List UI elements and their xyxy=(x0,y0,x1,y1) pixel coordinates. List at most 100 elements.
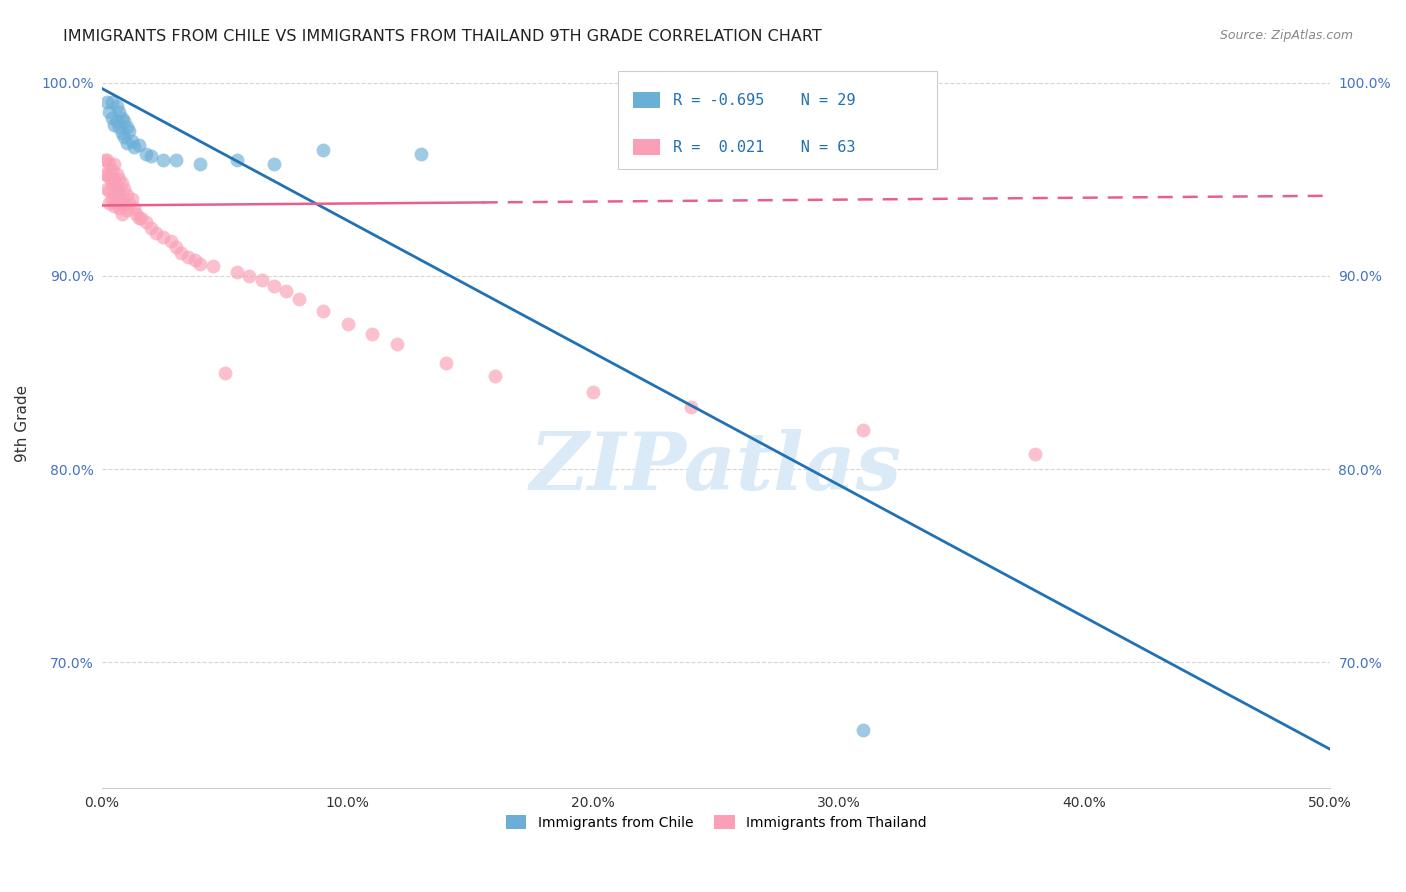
Point xyxy=(111,192,134,206)
Point xyxy=(111,176,134,190)
Point xyxy=(201,260,224,274)
Point xyxy=(287,292,309,306)
Point xyxy=(177,250,200,264)
Point xyxy=(115,120,138,135)
Point xyxy=(141,220,163,235)
Point xyxy=(115,187,138,202)
Text: IMMIGRANTS FROM CHILE VS IMMIGRANTS FROM THAILAND 9TH GRADE CORRELATION CHART: IMMIGRANTS FROM CHILE VS IMMIGRANTS FROM… xyxy=(63,29,823,44)
Point xyxy=(93,167,115,181)
Point xyxy=(118,195,141,210)
Point xyxy=(108,172,131,186)
Point xyxy=(103,172,125,186)
Point xyxy=(98,104,121,119)
FancyBboxPatch shape xyxy=(633,139,659,155)
Point xyxy=(101,95,124,109)
Point xyxy=(238,268,260,283)
Point xyxy=(681,401,703,415)
Point xyxy=(128,211,150,225)
Text: R = -0.695    N = 29: R = -0.695 N = 29 xyxy=(673,93,856,108)
FancyBboxPatch shape xyxy=(633,92,659,108)
Point xyxy=(118,124,141,138)
Point xyxy=(101,192,124,206)
Point xyxy=(96,169,118,183)
Point xyxy=(98,195,121,210)
Point xyxy=(165,240,187,254)
Point xyxy=(101,176,124,190)
Point xyxy=(250,273,273,287)
Point xyxy=(112,197,135,211)
Text: ZIPatlas: ZIPatlas xyxy=(530,429,903,506)
Point xyxy=(141,149,163,163)
Point xyxy=(135,147,157,161)
Point xyxy=(214,366,236,380)
Point xyxy=(169,245,191,260)
Point xyxy=(276,285,298,299)
Point xyxy=(96,153,118,167)
FancyBboxPatch shape xyxy=(617,70,936,169)
Point xyxy=(263,157,285,171)
Point xyxy=(128,137,150,152)
Point xyxy=(121,134,143,148)
Point xyxy=(188,257,211,271)
Point xyxy=(434,356,457,370)
Point xyxy=(121,192,143,206)
Point xyxy=(103,186,125,200)
Point xyxy=(108,202,131,216)
Point xyxy=(108,186,131,200)
Point xyxy=(165,153,187,167)
Point xyxy=(1024,447,1046,461)
Point xyxy=(111,126,134,140)
Point xyxy=(385,336,408,351)
Point xyxy=(361,326,384,341)
Point xyxy=(98,170,121,185)
Point xyxy=(852,424,875,438)
Point xyxy=(226,153,249,167)
Point xyxy=(226,265,249,279)
Point xyxy=(96,182,118,196)
Point xyxy=(115,203,138,218)
Point xyxy=(852,723,875,737)
Point xyxy=(108,120,131,135)
Point xyxy=(582,384,605,399)
Point xyxy=(145,227,167,241)
Point xyxy=(105,180,128,194)
Text: Source: ZipAtlas.com: Source: ZipAtlas.com xyxy=(1219,29,1353,42)
Point xyxy=(108,104,131,119)
Y-axis label: 9th Grade: 9th Grade xyxy=(15,385,30,462)
Point xyxy=(125,207,148,221)
Point xyxy=(96,95,118,109)
Point xyxy=(312,144,335,158)
Text: R =  0.021    N = 63: R = 0.021 N = 63 xyxy=(673,140,856,154)
Point xyxy=(112,114,135,128)
Point xyxy=(105,114,128,128)
Point xyxy=(103,157,125,171)
Point xyxy=(122,202,145,216)
Point xyxy=(111,207,134,221)
Point xyxy=(484,369,506,384)
Point xyxy=(98,184,121,198)
Point xyxy=(112,129,135,144)
Point xyxy=(112,182,135,196)
Point xyxy=(160,234,183,248)
Point xyxy=(105,195,128,210)
Point xyxy=(131,211,153,225)
Point xyxy=(98,157,121,171)
Point xyxy=(152,230,174,244)
Point xyxy=(411,147,433,161)
Point xyxy=(115,136,138,150)
Point xyxy=(103,199,125,213)
Point xyxy=(105,167,128,181)
Point xyxy=(103,118,125,132)
Point xyxy=(188,157,211,171)
Legend: Immigrants from Chile, Immigrants from Thailand: Immigrants from Chile, Immigrants from T… xyxy=(501,810,932,836)
Point xyxy=(93,153,115,167)
Point xyxy=(101,111,124,125)
Point xyxy=(111,111,134,125)
Point xyxy=(135,215,157,229)
Point xyxy=(101,162,124,177)
Point xyxy=(105,99,128,113)
Point xyxy=(122,139,145,153)
Point xyxy=(336,317,359,331)
Point xyxy=(184,253,207,268)
Point xyxy=(152,153,174,167)
